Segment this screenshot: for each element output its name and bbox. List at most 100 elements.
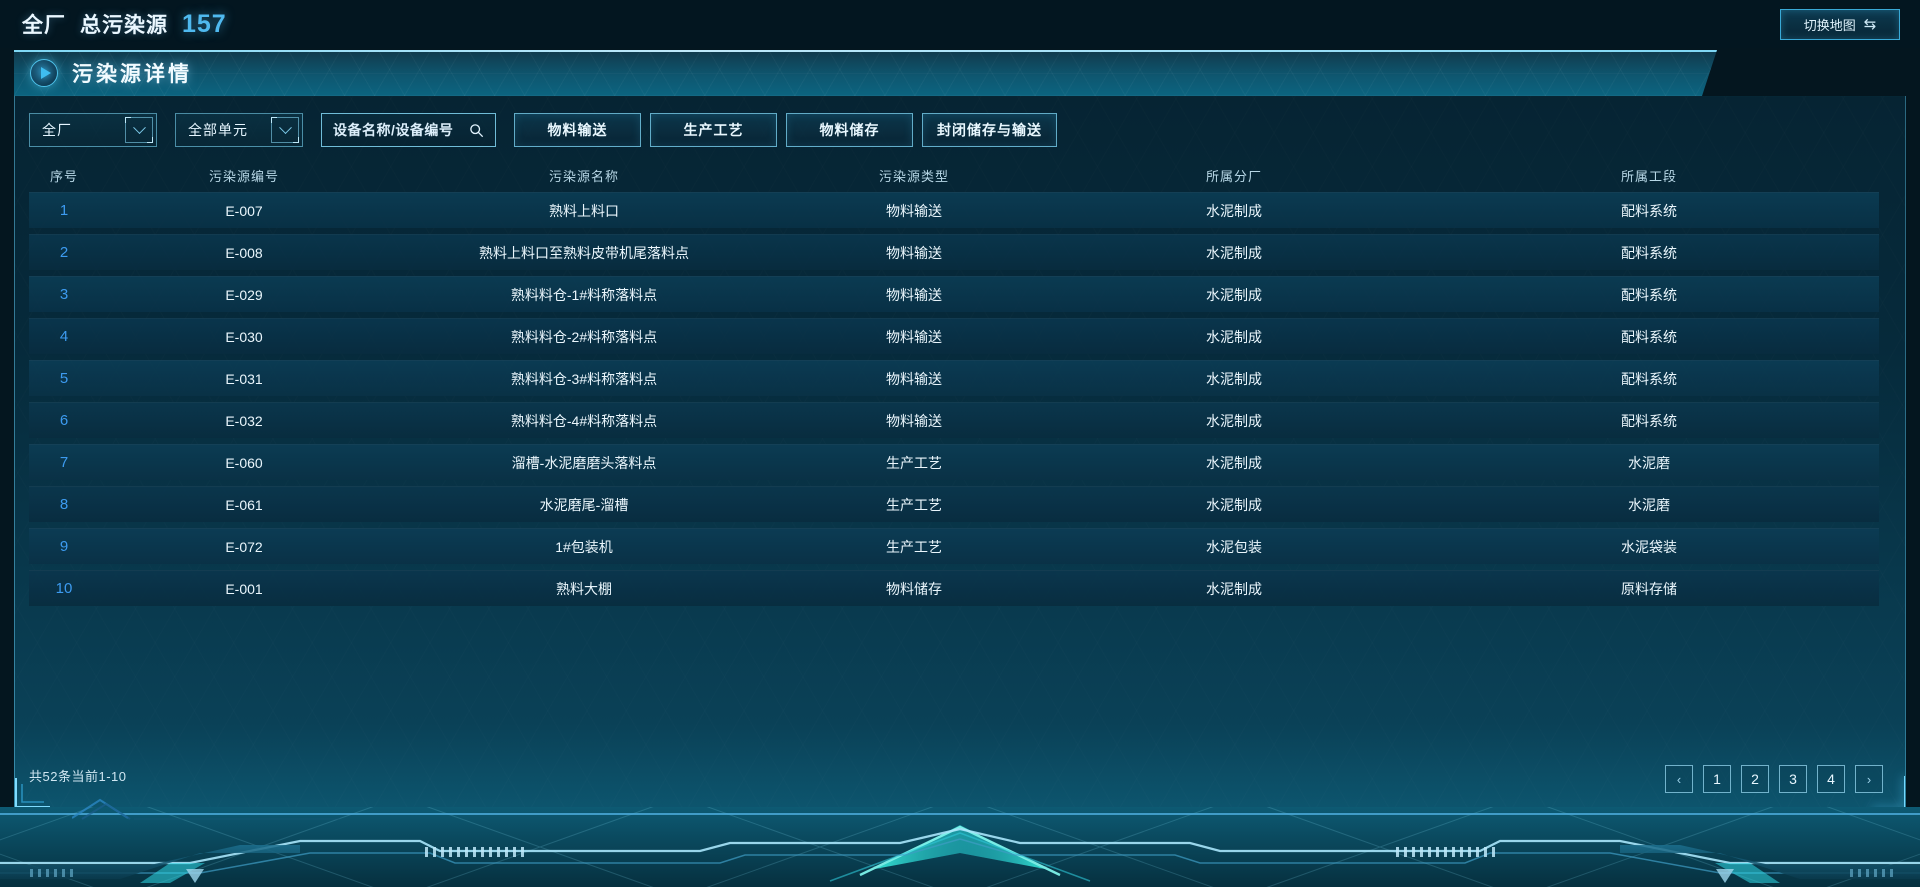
pollution-source-table: 序号 污染源编号 污染源名称 污染源类型 所属分厂 所属工段 1 E-007 熟料上… [29, 158, 1879, 612]
panel-header-top-line [14, 50, 1717, 52]
row-section: 配料系统 [1621, 286, 1677, 303]
row-code: E-030 [225, 328, 263, 345]
category-button-production-process[interactable]: 生产工艺 [650, 113, 777, 147]
row-type: 物料输送 [886, 370, 942, 387]
pagination-page-2[interactable]: 2 [1741, 765, 1769, 793]
row-name: 熟料上料口至熟料皮带机尾落料点 [479, 244, 689, 261]
category-button-material-storage[interactable]: 物料储存 [786, 113, 913, 147]
row-index: 4 [59, 328, 69, 345]
row-section: 配料系统 [1621, 328, 1677, 345]
column-header-code: 污染源编号 [208, 168, 279, 184]
column-header-index: 序号 [49, 168, 78, 184]
row-type: 物料输送 [886, 202, 942, 219]
row-plant: 水泥包装 [1206, 538, 1262, 555]
row-name: 水泥磨尾-溜槽 [539, 496, 629, 513]
search-input[interactable] [322, 122, 454, 138]
metric-label: 总污染源 [80, 14, 168, 37]
panel-body: 全厂 全部单元 物料输送 生产工艺 [14, 96, 1906, 810]
pagination-prev-button[interactable]: ‹ [1665, 765, 1693, 793]
row-code: E-001 [225, 580, 263, 597]
panel-header: 污染源详情 [14, 50, 1717, 96]
row-plant: 水泥制成 [1206, 412, 1262, 429]
row-type: 物料储存 [886, 580, 942, 597]
row-type: 物料输送 [886, 244, 942, 261]
row-type: 生产工艺 [886, 496, 942, 513]
row-code: E-007 [225, 202, 263, 219]
category-label: 物料储存 [819, 122, 880, 138]
row-index: 9 [59, 538, 69, 555]
table-row[interactable]: 3 E-029 熟料料仓-1#料称落料点 物料输送 水泥制成 配料系统 [29, 276, 1879, 312]
record-summary: 共52条当前1-10 [29, 769, 127, 784]
row-index: 8 [59, 496, 69, 513]
panel-title-group: 污染源详情 [30, 50, 192, 96]
table-row[interactable]: 7 E-060 溜槽-水泥磨磨头落料点 生产工艺 水泥制成 水泥磨 [29, 444, 1879, 480]
table-row[interactable]: 5 E-031 熟料料仓-3#料称落料点 物料输送 水泥制成 配料系统 [29, 360, 1879, 396]
column-header-plant: 所属分厂 [1205, 168, 1262, 184]
table-row[interactable]: 2 E-008 熟料上料口至熟料皮带机尾落料点 物料输送 水泥制成 配料系统 [29, 234, 1879, 270]
row-type: 生产工艺 [886, 454, 942, 471]
row-code: E-061 [225, 496, 263, 513]
unit-dropdown-value: 全部单元 [188, 122, 248, 138]
row-plant: 水泥制成 [1206, 244, 1262, 261]
row-name: 熟料料仓-2#料称落料点 [510, 328, 658, 345]
pagination: ‹ 1 2 3 4 › [1665, 765, 1883, 793]
row-index: 6 [59, 412, 69, 429]
category-label: 封闭储存与输送 [937, 122, 1042, 138]
row-code: E-060 [225, 454, 263, 471]
chevron-down-icon[interactable] [125, 117, 153, 143]
search-box[interactable] [321, 113, 496, 147]
row-section: 水泥袋装 [1621, 538, 1677, 555]
row-plant: 水泥制成 [1206, 454, 1262, 471]
pagination-page-3[interactable]: 3 [1779, 765, 1807, 793]
panel-title: 污染源详情 [72, 63, 192, 86]
plant-dropdown-value: 全厂 [42, 122, 72, 138]
column-header-name: 污染源名称 [548, 168, 619, 184]
row-code: E-031 [225, 370, 263, 387]
plant-scope-label: 全厂 [22, 14, 66, 37]
row-section: 配料系统 [1621, 202, 1677, 219]
column-header-type: 污染源类型 [878, 168, 949, 184]
row-index: 10 [55, 580, 73, 597]
swap-icon: ⇆ [1863, 16, 1877, 33]
plant-dropdown[interactable]: 全厂 [29, 113, 157, 147]
table-row[interactable]: 4 E-030 熟料料仓-2#料称落料点 物料输送 水泥制成 配料系统 [29, 318, 1879, 354]
total-pollution-source-count: 157 [182, 10, 227, 38]
table-row[interactable]: 6 E-032 熟料料仓-4#料称落料点 物料输送 水泥制成 配料系统 [29, 402, 1879, 438]
row-section: 配料系统 [1621, 244, 1677, 261]
table-header-row: 序号 污染源编号 污染源名称 污染源类型 所属分厂 所属工段 [29, 158, 1879, 192]
pagination-page-1[interactable]: 1 [1703, 765, 1731, 793]
category-button-closed-storage-transport[interactable]: 封闭储存与输送 [922, 113, 1057, 147]
play-triangle-icon [30, 59, 58, 87]
row-type: 物料输送 [886, 286, 942, 303]
table-row[interactable]: 8 E-061 水泥磨尾-溜槽 生产工艺 水泥制成 水泥磨 [29, 486, 1879, 522]
page-title: 全厂 总污染源 157 [22, 9, 227, 39]
row-code: E-008 [225, 244, 263, 261]
row-plant: 水泥制成 [1206, 202, 1262, 219]
category-label: 生产工艺 [683, 122, 744, 138]
row-plant: 水泥制成 [1206, 328, 1262, 345]
row-name: 熟料料仓-4#料称落料点 [510, 412, 658, 429]
top-bar: 全厂 总污染源 157 切换地图 ⇆ [0, 0, 1920, 48]
search-icon[interactable] [469, 123, 484, 138]
row-index: 3 [59, 286, 69, 303]
category-button-material-transport[interactable]: 物料输送 [514, 113, 641, 147]
table-row[interactable]: 9 E-072 1#包装机 生产工艺 水泥包装 水泥袋装 [29, 528, 1879, 564]
pagination-page-4[interactable]: 4 [1817, 765, 1845, 793]
row-index: 7 [59, 454, 69, 471]
switch-map-button[interactable]: 切换地图 ⇆ [1780, 9, 1900, 40]
chevron-down-icon[interactable] [271, 117, 299, 143]
row-section: 水泥磨 [1628, 454, 1670, 471]
table-row[interactable]: 1 E-007 熟料上料口 物料输送 水泥制成 配料系统 [29, 192, 1879, 228]
switch-map-label: 切换地图 [1803, 18, 1856, 33]
row-section: 原料存储 [1621, 580, 1677, 597]
pollution-source-panel: 污染源详情 全厂 全部单元 [14, 50, 1906, 820]
pagination-next-button[interactable]: › [1855, 765, 1883, 793]
row-name: 1#包装机 [555, 538, 613, 555]
row-plant: 水泥制成 [1206, 370, 1262, 387]
table-body: 1 E-007 熟料上料口 物料输送 水泥制成 配料系统 2 E-008 熟料上料口至熟料皮带机… [29, 192, 1879, 606]
row-name: 熟料料仓-3#料称落料点 [510, 370, 658, 387]
table-row[interactable]: 10 E-001 熟料大棚 物料储存 水泥制成 原料存储 [29, 570, 1879, 606]
row-plant: 水泥制成 [1206, 496, 1262, 513]
unit-dropdown[interactable]: 全部单元 [175, 113, 303, 147]
row-plant: 水泥制成 [1206, 286, 1262, 303]
